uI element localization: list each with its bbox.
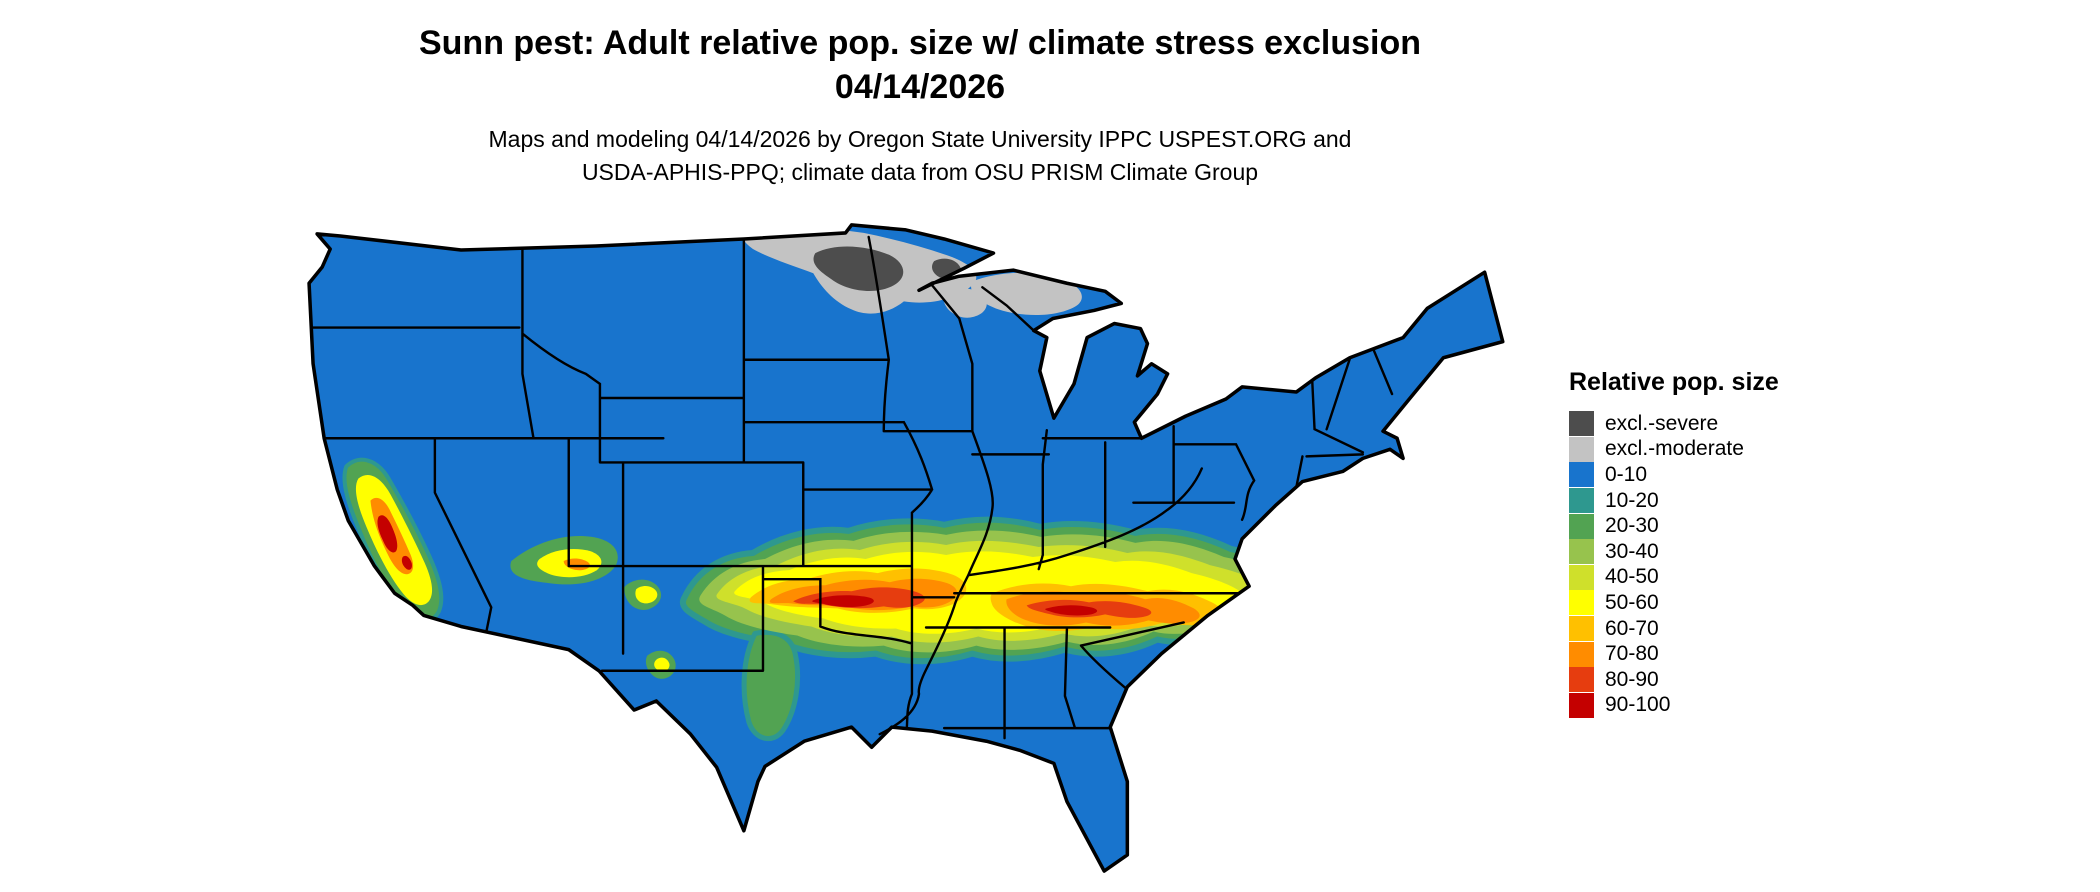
us-map-figure — [300, 222, 1540, 884]
legend-swatch — [1569, 513, 1594, 539]
subtitle-line-2: USDA-APHIS-PPQ; climate data from OSU PR… — [581, 159, 1259, 186]
us-map-svg — [307, 223, 1505, 873]
legend-swatch — [1569, 641, 1594, 667]
legend-label: 30-40 — [1605, 539, 1659, 563]
legend-label: excl.-severe — [1605, 411, 1719, 435]
legend-swatch — [1569, 488, 1594, 514]
state-borders — [309, 235, 1394, 742]
page-title: Sunn pest: Adult relative pop. size w/ c… — [0, 22, 1840, 109]
page-subtitle: Maps and modeling 04/14/2026 by Oregon S… — [0, 123, 1840, 190]
legend-title: Relative pop. size — [1569, 368, 1779, 396]
legend-label: 40-50 — [1605, 565, 1659, 589]
legend-label: 20-30 — [1605, 514, 1659, 538]
legend-swatch — [1569, 590, 1594, 616]
legend-label: excl.-moderate — [1605, 437, 1744, 461]
title-line-1: Sunn pest: Adult relative pop. size w/ c… — [418, 24, 1422, 62]
legend-label: 60-70 — [1605, 616, 1659, 640]
legend-swatch — [1569, 436, 1594, 462]
legend-item-50-60: 50-60 — [1569, 590, 1869, 616]
pop-arizona-70-80 — [563, 558, 590, 571]
legend-label: 70-80 — [1605, 642, 1659, 666]
legend-item-90-100: 90-100 — [1569, 692, 1869, 719]
legend-item-0-10: 0-10 — [1569, 462, 1869, 488]
header: Sunn pest: Adult relative pop. size w/ c… — [0, 22, 1840, 190]
legend-swatch — [1569, 411, 1594, 437]
legend-item-excl-moderate: excl.-moderate — [1569, 436, 1869, 463]
legend-swatch — [1569, 692, 1594, 718]
legend-item-excl-severe: excl.-severe — [1569, 411, 1869, 437]
legend-item-30-40: 30-40 — [1569, 539, 1869, 565]
legend-item-70-80: 70-80 — [1569, 641, 1869, 667]
legend-swatch — [1569, 564, 1594, 590]
legend-swatch — [1569, 667, 1594, 693]
pop-texas-spur-20-30 — [741, 629, 801, 742]
legend-swatch — [1569, 539, 1594, 565]
legend-item-40-50: 40-50 — [1569, 564, 1869, 591]
legend-label: 50-60 — [1605, 590, 1659, 614]
legend-item-10-20: 10-20 — [1569, 488, 1869, 514]
legend-label: 0-10 — [1605, 462, 1648, 486]
legend-label: 80-90 — [1605, 667, 1659, 691]
legend-item-80-90: 80-90 — [1569, 667, 1869, 693]
legend: Relative pop. size excl.-severe excl.-mo… — [1569, 368, 1869, 718]
population-overlays — [309, 228, 1394, 742]
pop-west-texas-50-60 — [654, 657, 670, 672]
subtitle-line-1: Maps and modeling 04/14/2026 by Oregon S… — [488, 126, 1352, 153]
legend-item-60-70: 60-70 — [1569, 616, 1869, 642]
exclusion-severe-region — [813, 246, 961, 291]
legend-swatch — [1569, 462, 1594, 488]
legend-swatch — [1569, 616, 1594, 642]
pop-california-90-100 — [377, 515, 412, 570]
pop-new-mexico-50-60 — [635, 586, 658, 604]
title-line-2: 04/14/2026 — [834, 67, 1006, 106]
pop-band-90-100 — [812, 595, 1258, 616]
legend-label: 90-100 — [1605, 693, 1671, 717]
legend-item-20-30: 20-30 — [1569, 513, 1869, 539]
legend-label: 10-20 — [1605, 488, 1659, 512]
